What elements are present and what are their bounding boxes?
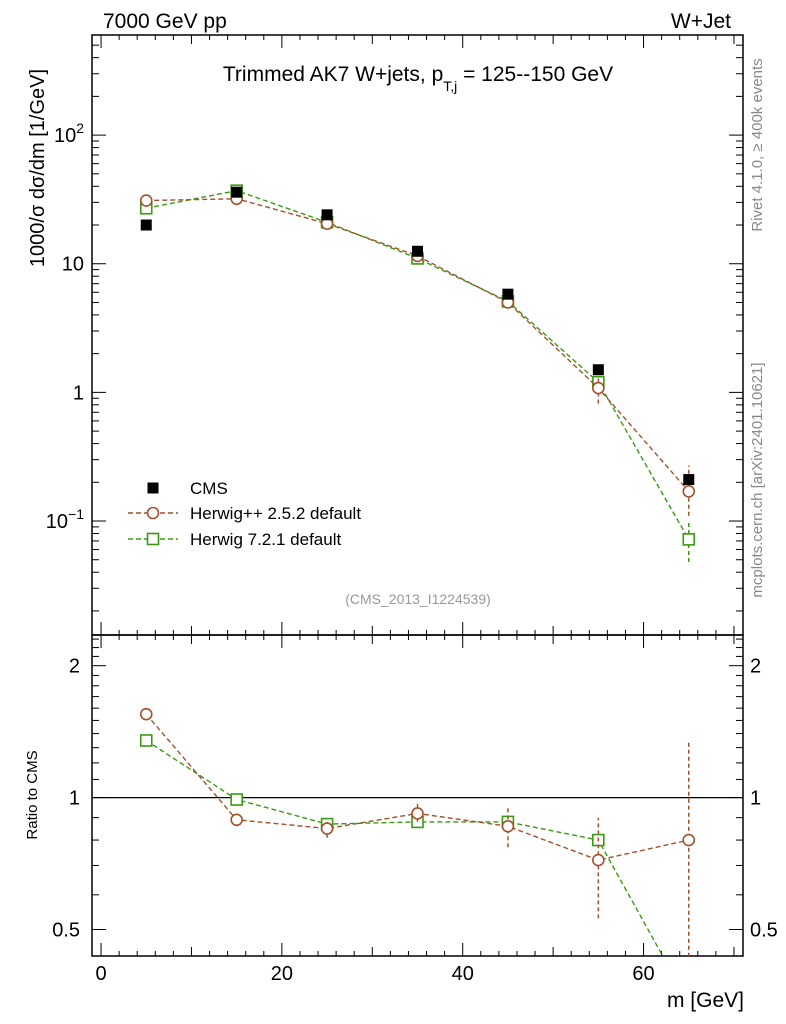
main-title-tail: = 125--150 GeV — [457, 63, 613, 86]
header-left: 7000 GeV pp — [103, 10, 227, 33]
legend-marker-herwig7 — [128, 532, 178, 546]
x-tick-label-40: 40 — [452, 963, 474, 985]
main-title: Trimmed AK7 W+jets, pT,j = 125--150 GeV — [223, 63, 613, 94]
ratio-ytick-label-1: 1 — [69, 788, 80, 810]
legend-symbol-herwig7 — [146, 532, 160, 546]
main-point-herwigpp-0 — [139, 194, 153, 207]
mcplots-label: mcplots.cern.ch [arXiv:2401.10621] — [749, 362, 766, 597]
ratio-xlabel: m [GeV] — [667, 989, 744, 1012]
x-tick-label-20: 20 — [271, 963, 293, 985]
ratio-point-herwigpp-4 — [501, 819, 515, 833]
legend-label-herwig7: Herwig 7.2.1 default — [190, 530, 341, 549]
legend-label-herwigpp: Herwig++ 2.5.2 default — [190, 504, 361, 523]
ratio-ytick-label-0: 2 — [69, 656, 80, 678]
main-point-cms-5 — [592, 364, 604, 376]
ratio-point-herwigpp-5 — [592, 853, 605, 867]
main-point-herwig7-6 — [682, 533, 696, 546]
ratio-series — [139, 707, 696, 956]
ratio-line-herwig7 — [145, 739, 664, 956]
ratio-point-herwigpp-3 — [411, 807, 424, 820]
ratio-point-herwigpp-6 — [682, 833, 696, 847]
legend-entry-cms: CMS — [147, 479, 228, 498]
ratio-point-herwigpp-1 — [230, 813, 243, 827]
main-point-herwigpp-6 — [682, 485, 696, 498]
main-title-text: Trimmed AK7 W+jets, p — [223, 63, 443, 86]
main-ytick-label-0: 102 — [54, 120, 84, 147]
main-ytick-label-3: 10−1 — [46, 506, 84, 533]
legend: CMS Herwig++ 2.5.2 default Herwig 7.2.1 … — [128, 479, 361, 549]
ratio-point-herwigpp-2 — [320, 822, 334, 835]
legend-entry-herwig7: Herwig 7.2.1 default — [128, 530, 341, 549]
ratio-line-herwigpp — [145, 713, 689, 861]
ratio-ylabel: Ratio to CMS — [24, 750, 41, 839]
main-point-cms-0 — [140, 219, 152, 231]
main-line-herwigpp — [146, 198, 690, 492]
x-tick-label-0: 0 — [95, 963, 106, 985]
main-ytick-label-2: 1 — [73, 382, 84, 404]
ratio-ytick-label-right-2: 0.5 — [750, 919, 778, 941]
legend-symbol-cms — [147, 482, 159, 494]
main-point-cms-4 — [502, 288, 514, 300]
ratio-point-herwig7-1 — [230, 793, 243, 806]
main-point-cms-1 — [231, 186, 243, 198]
ratio-point-herwig7-0 — [139, 734, 153, 747]
analysis-watermark: (CMS_2013_I1224539) — [345, 591, 491, 607]
header-right: W+Jet — [671, 10, 731, 33]
ratio-ytick-label-right-1: 1 — [750, 788, 761, 810]
main-ylabel: 1000/σ dσ/dm [1/GeV] — [27, 69, 49, 267]
ratio-plot: 0 20 40 60 2 2 1 1 0.5 0.5 — [52, 634, 778, 985]
main-title-subscript: T,j — [443, 78, 457, 94]
main-point-cms-6 — [683, 474, 695, 486]
legend-marker-herwigpp — [128, 506, 178, 520]
main-point-cms-3 — [412, 245, 423, 257]
ratio-frame — [91, 634, 744, 957]
ratio-ytick-label-right-0: 2 — [750, 656, 761, 678]
legend-label-cms: CMS — [190, 479, 228, 498]
legend-marker-cms — [147, 482, 159, 494]
main-point-herwigpp-5 — [592, 381, 605, 395]
legend-symbol-herwigpp — [146, 506, 160, 520]
ratio-ytick-label-2: 0.5 — [52, 919, 80, 941]
ratio-point-herwigpp-0 — [139, 707, 153, 721]
rivet-label: Rivet 4.1.0, ≥ 400k events — [749, 58, 766, 231]
main-ytick-label-1: 10 — [62, 254, 84, 276]
main-point-cms-2 — [321, 209, 333, 221]
x-tick-label-60: 60 — [632, 963, 654, 985]
legend-entry-herwigpp: Herwig++ 2.5.2 default — [128, 504, 361, 523]
